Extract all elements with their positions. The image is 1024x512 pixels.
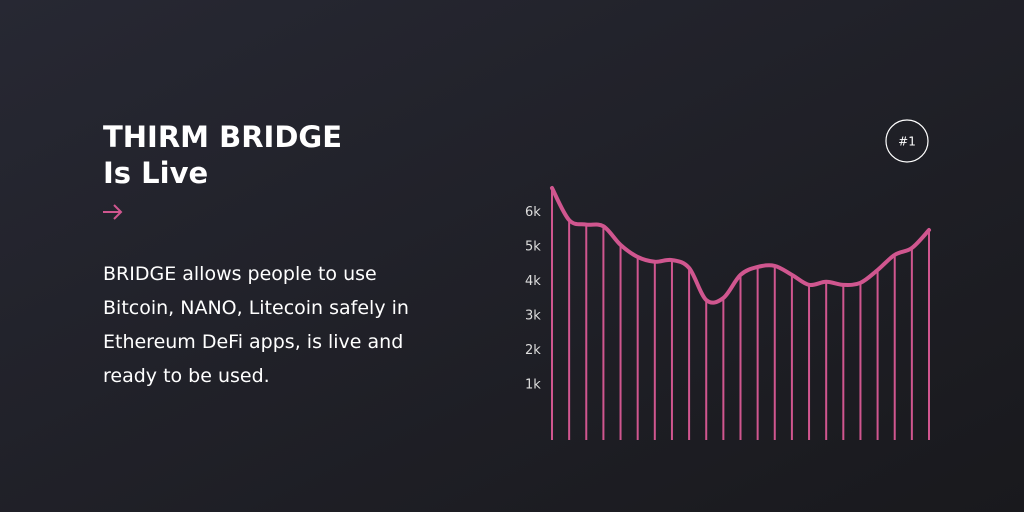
arrow [103, 204, 123, 220]
line [550, 185, 931, 305]
body-line: BRIDGE allows people to use [103, 263, 377, 285]
body-text: BRIDGE allows people to use Bitcoin, NANO… [103, 263, 409, 387]
badge: #1 [898, 135, 916, 149]
y-tick-label: 4k [525, 274, 541, 289]
body-line: Bitcoin, NANO, Litecoin safely in [103, 297, 409, 319]
y-tick-label: 3k [525, 308, 541, 323]
y-tick-label: 1k [525, 377, 541, 392]
y-tick-label: 5k [525, 239, 541, 254]
title: THIRM BRIDGE [103, 120, 342, 154]
body-line: ready to be used. [103, 365, 270, 387]
y-tick-label: 6k [525, 205, 541, 220]
body-line: Ethereum DeFi apps, is live and [103, 331, 403, 353]
y-tick-label: 2k [525, 343, 541, 358]
subtitle: Is Live [103, 156, 208, 190]
badge-circle [885, 119, 929, 163]
